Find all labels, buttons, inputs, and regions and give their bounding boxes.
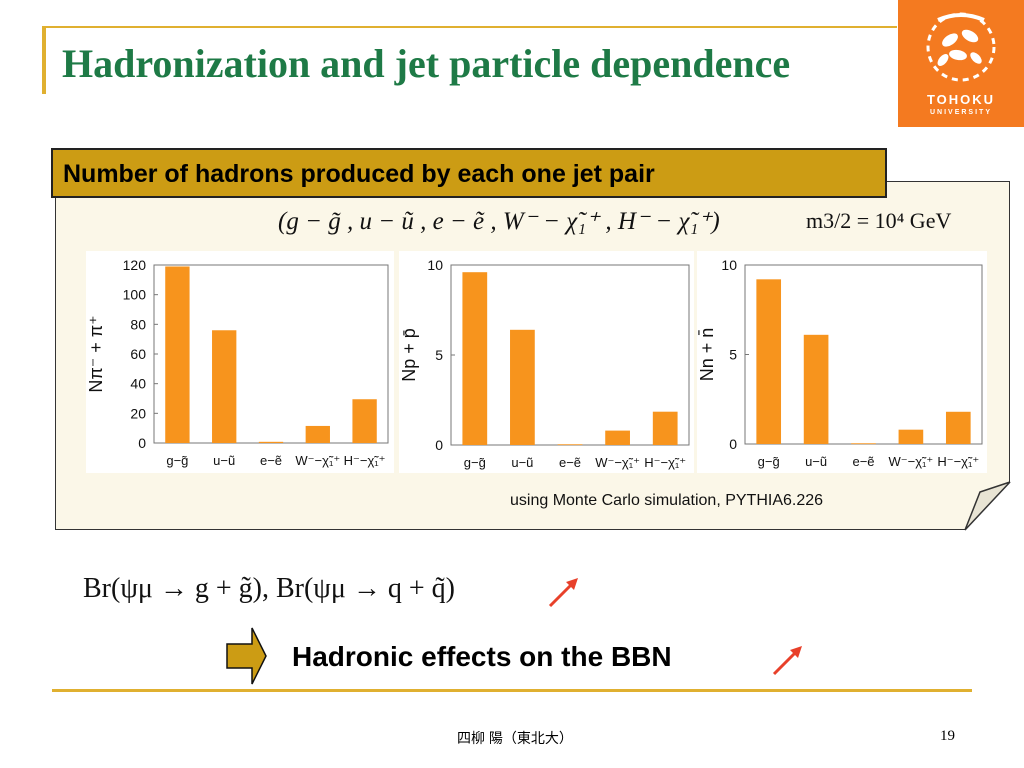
banner-heading: Number of hadrons produced by each one j… xyxy=(51,148,887,198)
increase-arrow-icon xyxy=(548,578,578,608)
y-axis-label: Nπ⁻ + π⁺ xyxy=(86,315,106,392)
x-tick-label: H⁻−χ̃₁⁺ xyxy=(344,453,386,468)
increase-arrow-icon xyxy=(772,646,802,676)
x-tick-label: e−ẽ xyxy=(559,455,581,470)
page-number: 19 xyxy=(940,728,955,744)
bar xyxy=(898,429,924,444)
x-tick-label: W⁻−χ̃₁⁺ xyxy=(889,454,934,469)
x-tick-label: g−g̃ xyxy=(464,455,486,470)
y-tick-label: 0 xyxy=(435,437,443,453)
x-tick-label: u−ũ xyxy=(805,454,827,469)
title-side-rule xyxy=(42,26,46,94)
bar xyxy=(305,425,330,443)
bar xyxy=(945,411,971,444)
pion-chart: 0 20 40 60 80 100 120 g−g̃ u−ũ e−ẽ W⁻−χ̃₁⁺ H⁻−χ̃₁⁺ N… xyxy=(86,251,394,473)
y-tick-label: 40 xyxy=(130,376,146,392)
bar xyxy=(756,279,782,444)
hadronic-effects-text: Hadronic effects on the BBN xyxy=(292,641,672,672)
title-top-rule xyxy=(42,26,897,28)
branching-formula: Br(ψμ → g + g̃), Br(ψμ → q + q̃) xyxy=(83,573,455,604)
logo-line1: TOHOKU xyxy=(926,92,996,107)
y-tick-label: 80 xyxy=(130,316,146,332)
footer-author: 四柳 陽（東北大） xyxy=(457,730,573,746)
x-tick-label: u−ũ xyxy=(511,455,533,470)
bar xyxy=(803,334,829,444)
tohoku-logo: TOHOKU UNIVERSITY xyxy=(898,0,1024,127)
x-tick-label: W⁻−χ̃₁⁺ xyxy=(295,453,340,468)
y-tick-label: 10 xyxy=(721,257,737,273)
bar xyxy=(352,399,377,443)
bar xyxy=(212,330,237,443)
y-tick-label: 5 xyxy=(435,347,443,363)
x-tick-label: W⁻−χ̃₁⁺ xyxy=(595,455,640,470)
bottom-rule xyxy=(52,689,972,692)
bar xyxy=(652,411,678,445)
x-tick-label: g−g̃ xyxy=(758,454,780,469)
bar xyxy=(605,430,630,445)
y-tick-label: 0 xyxy=(138,435,146,451)
y-axis-label: Np + p̄ xyxy=(399,328,419,382)
y-tick-label: 10 xyxy=(427,257,443,273)
bar xyxy=(557,444,583,446)
neutron-chart: 0 5 10 g−g̃ u−ũ e−ẽ W⁻−χ̃₁⁺ H⁻−χ̃₁⁺ Nn + n̄ xyxy=(697,251,987,473)
bar xyxy=(510,329,535,445)
y-tick-label: 20 xyxy=(130,405,146,421)
x-tick-label: e−ẽ xyxy=(852,454,874,469)
bar xyxy=(851,443,876,445)
y-axis-label: Nn + n̄ xyxy=(697,328,717,382)
channel-formula: (g − g̃ , u − ũ , e − ẽ , W⁻ − χ̃₁⁺ , H⁻… xyxy=(278,208,720,235)
bar xyxy=(462,272,488,445)
x-tick-label: H⁻−χ̃₁⁺ xyxy=(644,455,686,470)
x-tick-label: u−ũ xyxy=(213,453,235,468)
block-arrow-icon xyxy=(226,627,267,685)
proton-chart: 0 5 10 g−g̃ u−ũ e−ẽ W⁻−χ̃₁⁺ H⁻−χ̃₁⁺ Np + p̄ xyxy=(399,251,694,473)
x-tick-label: e−ẽ xyxy=(260,453,282,468)
simulation-caption: using Monte Carlo simulation, PYTHIA6.22… xyxy=(510,492,824,509)
gravitino-mass: m3/2 = 10⁴ GeV xyxy=(806,208,952,233)
x-tick-label: g−g̃ xyxy=(166,453,188,468)
y-tick-label: 60 xyxy=(130,346,146,362)
x-tick-label: H⁻−χ̃₁⁺ xyxy=(937,454,979,469)
bar xyxy=(258,441,284,443)
slide-title: Hadronization and jet particle dependenc… xyxy=(62,41,791,86)
y-tick-label: 100 xyxy=(123,287,147,303)
y-tick-label: 0 xyxy=(729,436,737,452)
tohoku-leaf-crest-icon xyxy=(926,12,996,82)
logo-line2: UNIVERSITY xyxy=(929,109,992,116)
y-tick-label: 120 xyxy=(123,257,147,273)
y-tick-label: 5 xyxy=(729,347,737,363)
bar xyxy=(165,266,190,443)
